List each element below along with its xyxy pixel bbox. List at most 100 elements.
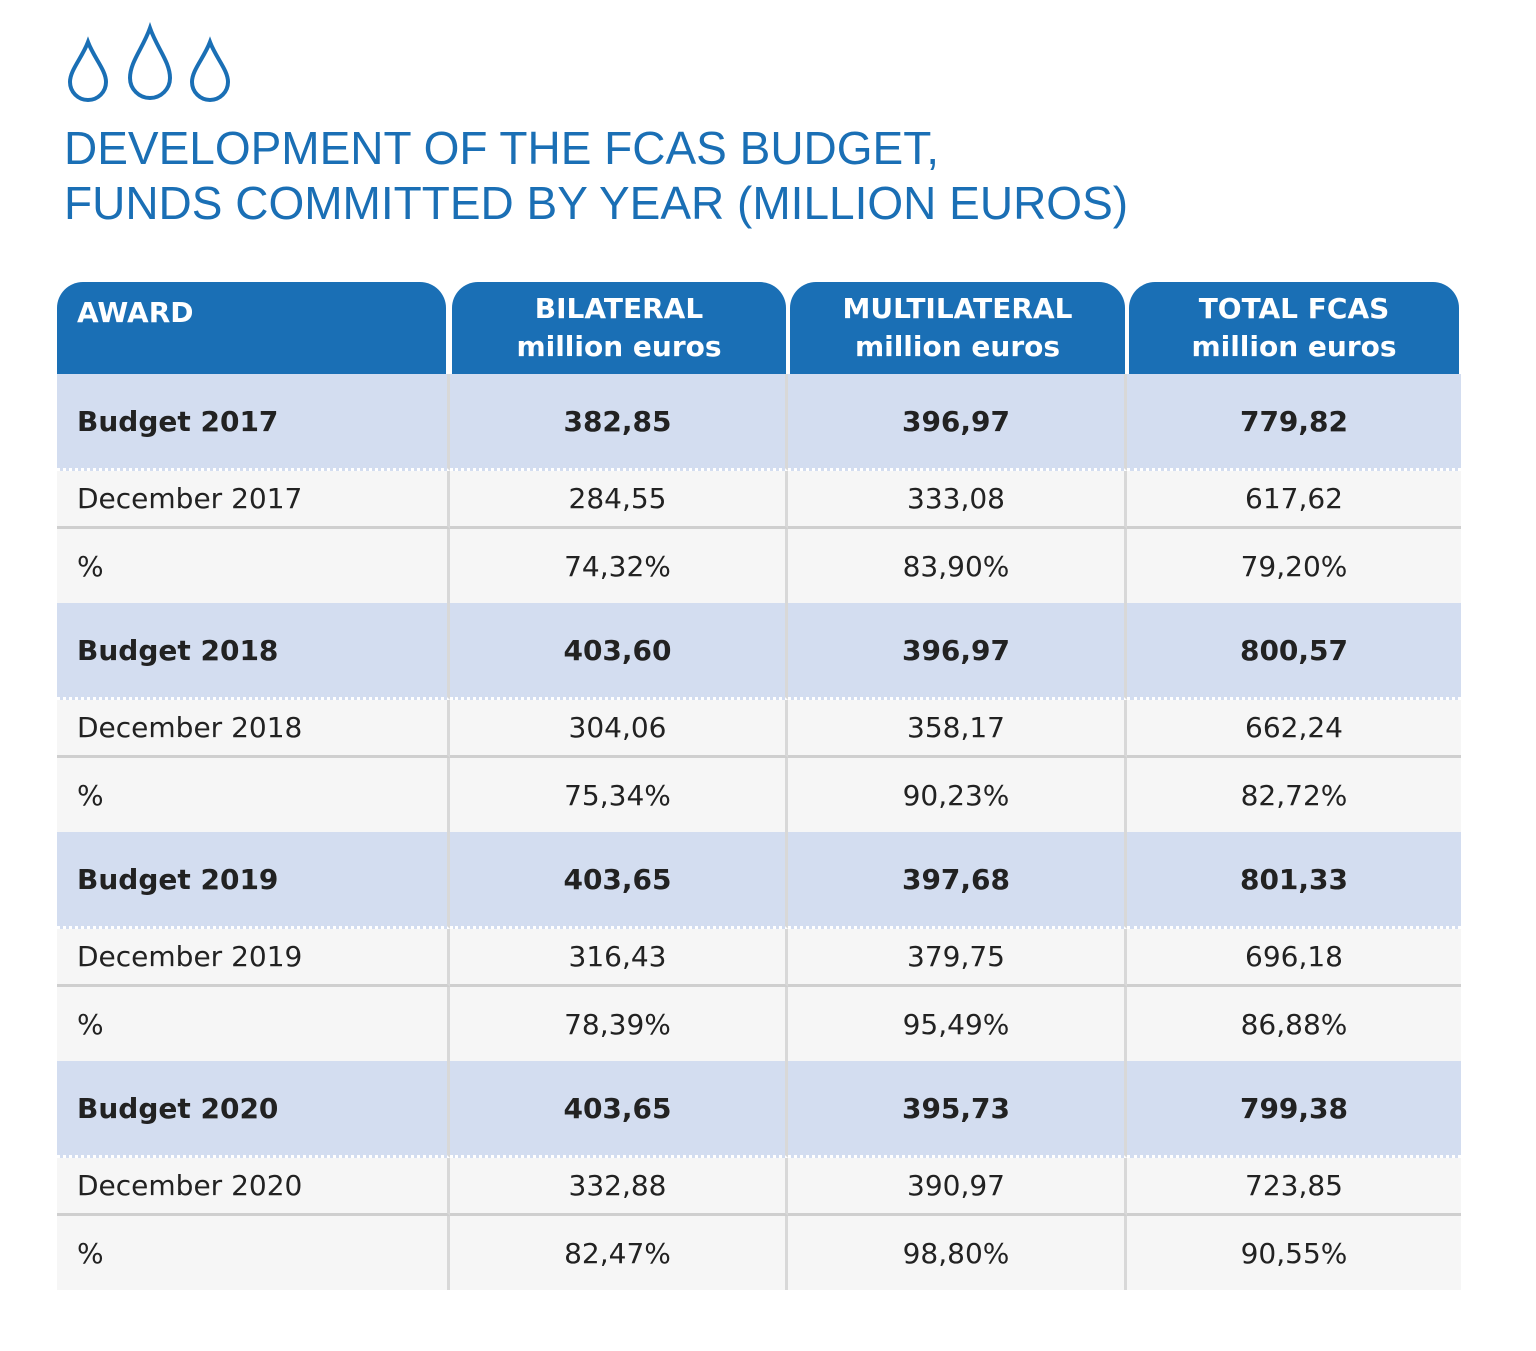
table-cell: 403,60 bbox=[450, 603, 788, 700]
cell-text: % bbox=[77, 549, 104, 583]
table-cell: Budget 2018 bbox=[57, 603, 450, 700]
table-cell: Budget 2017 bbox=[57, 374, 450, 471]
table-cell: 83,90% bbox=[788, 529, 1127, 603]
cell-text: million euros bbox=[854, 330, 1061, 363]
drops-icon bbox=[67, 22, 231, 102]
cell-text: 696,18 bbox=[1245, 940, 1343, 973]
cell-text: 90,23% bbox=[902, 778, 1010, 812]
cell-text: 403,65 bbox=[563, 862, 672, 896]
cell-text: 86,88% bbox=[1240, 1007, 1348, 1041]
table-cell: 304,06 bbox=[450, 700, 788, 758]
table-cell: December 2019 bbox=[57, 929, 450, 987]
cell-text: BILATERAL bbox=[534, 292, 704, 325]
cell-text: December 2019 bbox=[77, 940, 303, 973]
cell-text: 82,72% bbox=[1240, 778, 1348, 812]
cell-text: 403,65 bbox=[563, 1091, 672, 1125]
table-cell: 95,49% bbox=[788, 987, 1127, 1061]
cell-text: December 2018 bbox=[77, 711, 303, 744]
table-cell: 90,23% bbox=[788, 758, 1127, 832]
cell-text: 316,43 bbox=[568, 940, 667, 973]
table-cell: 79,20% bbox=[1127, 529, 1461, 603]
cell-text: 284,55 bbox=[568, 482, 667, 515]
cell-text: % bbox=[77, 778, 104, 812]
cell-text: Budget 2017 bbox=[77, 404, 279, 438]
cell-text: December 2017 bbox=[77, 482, 303, 515]
cell-text: 304,06 bbox=[568, 711, 667, 744]
table-cell: 800,57 bbox=[1127, 603, 1461, 700]
cell-text: 662,24 bbox=[1245, 711, 1343, 744]
header-cell: TOTAL FCAS million euros bbox=[1129, 282, 1459, 374]
table-cell: 90,55% bbox=[1127, 1216, 1461, 1290]
table-cell: 396,97 bbox=[788, 374, 1127, 471]
table-cell: 396,97 bbox=[788, 603, 1127, 700]
cell-text: 800,57 bbox=[1239, 633, 1349, 667]
table-cell: % bbox=[57, 1216, 450, 1290]
table-cell: 696,18 bbox=[1127, 929, 1461, 987]
cell-text: TOTAL FCAS bbox=[1198, 292, 1390, 325]
cell-text: 358,17 bbox=[907, 711, 1005, 744]
cell-text: 397,68 bbox=[901, 862, 1011, 896]
table-cell: 799,38 bbox=[1127, 1061, 1461, 1158]
cell-text: 390,97 bbox=[907, 1169, 1005, 1202]
cell-text: 95,49% bbox=[902, 1007, 1010, 1041]
table-cell: 382,85 bbox=[450, 374, 788, 471]
cell-text: 79,20% bbox=[1240, 549, 1348, 583]
cell-text: 333,08 bbox=[907, 482, 1005, 515]
title-line: FUNDS COMMITTED BY YEAR (MILLION EUROS) bbox=[64, 177, 1129, 229]
cell-text: 332,88 bbox=[568, 1169, 667, 1202]
table-cell: 779,82 bbox=[1127, 374, 1461, 471]
table-cell: 397,68 bbox=[788, 832, 1127, 929]
cell-text: 98,80% bbox=[902, 1236, 1010, 1270]
cell-text: 379,75 bbox=[907, 940, 1005, 973]
cell-text: 799,38 bbox=[1239, 1091, 1349, 1125]
table-cell: 74,32% bbox=[450, 529, 788, 603]
cell-text: Budget 2018 bbox=[77, 633, 279, 667]
table-cell: 82,47% bbox=[450, 1216, 788, 1290]
table-cell: December 2020 bbox=[57, 1158, 450, 1216]
header-cell: AWARD bbox=[57, 282, 446, 374]
cell-text: 83,90% bbox=[902, 549, 1010, 583]
table-cell: 86,88% bbox=[1127, 987, 1461, 1061]
cell-text: 78,39% bbox=[564, 1007, 671, 1041]
table-cell: December 2017 bbox=[57, 471, 450, 529]
table-cell: 333,08 bbox=[788, 471, 1127, 529]
cell-text: MULTILATERAL bbox=[842, 292, 1073, 325]
title-line: DEVELOPMENT OF THE FCAS BUDGET, bbox=[64, 122, 940, 174]
cell-text: 779,82 bbox=[1239, 404, 1349, 438]
table-cell: 379,75 bbox=[788, 929, 1127, 987]
table-cell: 316,43 bbox=[450, 929, 788, 987]
cell-text: 396,97 bbox=[901, 633, 1011, 667]
cell-text: Budget 2020 bbox=[77, 1091, 279, 1125]
table-cell: 403,65 bbox=[450, 1061, 788, 1158]
cell-text: 617,62 bbox=[1245, 482, 1343, 515]
table-cell: % bbox=[57, 758, 450, 832]
table-cell: Budget 2019 bbox=[57, 832, 450, 929]
table-cell: Budget 2020 bbox=[57, 1061, 450, 1158]
table-cell: 284,55 bbox=[450, 471, 788, 529]
table-cell: 662,24 bbox=[1127, 700, 1461, 758]
cell-text: 82,47% bbox=[564, 1236, 671, 1270]
table-cell: 801,33 bbox=[1127, 832, 1461, 929]
cell-text: 395,73 bbox=[901, 1091, 1011, 1125]
cell-text: million euros bbox=[516, 330, 722, 363]
table-cell: 78,39% bbox=[450, 987, 788, 1061]
table-cell: 332,88 bbox=[450, 1158, 788, 1216]
table-cell: 358,17 bbox=[788, 700, 1127, 758]
cell-text: % bbox=[77, 1236, 104, 1270]
table-cell: 390,97 bbox=[788, 1158, 1127, 1216]
cell-text: 74,32% bbox=[564, 549, 671, 583]
table-cell: % bbox=[57, 987, 450, 1061]
cell-text: 723,85 bbox=[1245, 1169, 1343, 1202]
cell-text: 90,55% bbox=[1240, 1236, 1348, 1270]
cell-text: 403,60 bbox=[563, 633, 672, 667]
table-cell: 403,65 bbox=[450, 832, 788, 929]
table-cell: 75,34% bbox=[450, 758, 788, 832]
cell-text: million euros bbox=[1191, 330, 1397, 363]
table-cell: 617,62 bbox=[1127, 471, 1461, 529]
table-cell: 98,80% bbox=[788, 1216, 1127, 1290]
table-cell: December 2018 bbox=[57, 700, 450, 758]
cell-text: 801,33 bbox=[1239, 862, 1349, 896]
cell-text: % bbox=[77, 1007, 104, 1041]
header-cell: BILATERAL million euros bbox=[452, 282, 786, 374]
